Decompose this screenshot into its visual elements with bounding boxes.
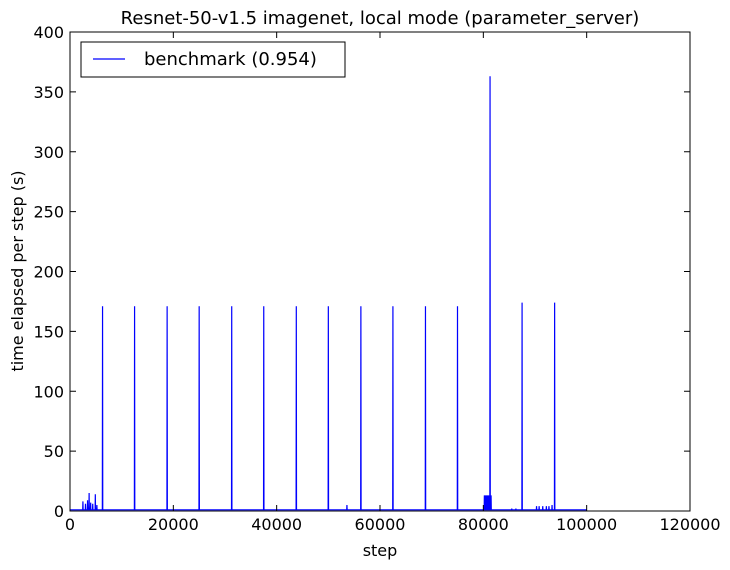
- legend-entry-label: benchmark (0.954): [144, 49, 317, 70]
- y-tick-label: 150: [33, 322, 64, 341]
- x-tick-label: 60000: [355, 515, 406, 534]
- y-tick-label: 400: [33, 23, 64, 42]
- y-tick-label: 50: [44, 442, 64, 461]
- y-tick-label: 100: [33, 382, 64, 401]
- y-tick-label: 0: [54, 502, 64, 521]
- y-axis-label: time elapsed per step (s): [8, 170, 27, 371]
- y-tick-label: 250: [33, 203, 64, 222]
- legend: benchmark (0.954): [80, 41, 346, 78]
- series-line-0: [70, 76, 587, 511]
- y-tick-label: 200: [33, 263, 64, 282]
- x-axis-label: step: [363, 541, 398, 560]
- x-tick-label: 80000: [458, 515, 509, 534]
- x-tick-label: 20000: [148, 515, 199, 534]
- y-tick-label: 350: [33, 83, 64, 102]
- chart-title: Resnet-50-v1.5 imagenet, local mode (par…: [121, 8, 640, 29]
- x-tick-label: 40000: [251, 515, 302, 534]
- x-tick-label: 120000: [659, 515, 720, 534]
- plot-area: 0 20000 40000 60000 80000 100000 120000 0 50 100 1…: [33, 23, 720, 534]
- x-tick-label: 100000: [556, 515, 617, 534]
- y-tick-label: 300: [33, 143, 64, 162]
- plot-frame: [69, 31, 691, 512]
- x-tick-label: 0: [65, 515, 75, 534]
